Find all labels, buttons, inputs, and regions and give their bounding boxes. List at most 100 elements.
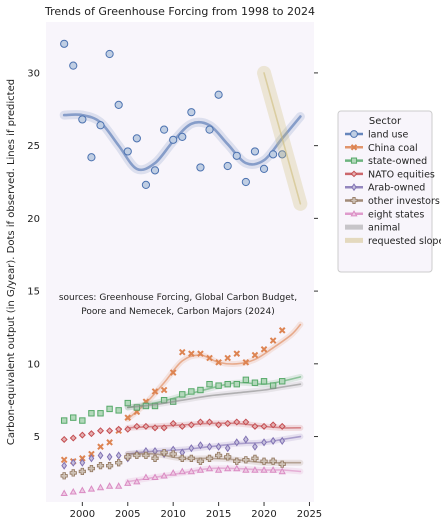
x-tick-label: 2020: [251, 509, 276, 520]
data-point: [224, 380, 231, 388]
legend: Sector land use China coal state-owned NATO…: [337, 110, 441, 273]
data-point: [233, 418, 241, 426]
legend-label: requested slope: [368, 236, 441, 247]
data-point: [106, 427, 114, 435]
data-point: [214, 466, 223, 473]
annotation-line-1: sources: Greenhouse Forcing, Global Carb…: [59, 293, 297, 303]
data-point: [188, 350, 195, 357]
legend-item: animal: [345, 223, 400, 234]
data-point: [188, 444, 195, 453]
data-point: [114, 100, 123, 110]
data-point: [260, 378, 268, 385]
data-point: [78, 115, 87, 124]
data-point: [279, 378, 286, 385]
chart-title: Trends of Greenhouse Forcing from 1998 t…: [44, 5, 315, 18]
data-point: [169, 419, 177, 427]
annotation-line-2: Poore and Nemecek, Carbon Majors (2024): [81, 307, 275, 317]
data-point: [233, 380, 240, 388]
data-point: [251, 351, 259, 359]
data-point: [169, 469, 177, 476]
data-point: [233, 457, 241, 465]
data-point: [142, 473, 150, 481]
legend-item: eight states: [345, 209, 424, 220]
legend-label: state-owned: [368, 156, 427, 167]
data-point: [261, 438, 267, 447]
y-axis: 5 10 15 20 25 30: [27, 68, 318, 443]
data-point: [224, 464, 232, 472]
legend-label: land use: [368, 130, 409, 141]
data-point: [188, 388, 195, 395]
y-tick-label: 15: [27, 287, 40, 298]
data-point: [260, 457, 268, 465]
data-point: [79, 458, 86, 467]
plot-area: [46, 22, 314, 502]
data-point: [60, 435, 68, 443]
data-point: [151, 402, 159, 410]
data-point: [260, 345, 268, 353]
trend-line: [263, 72, 302, 205]
y-tick-label: 5: [34, 432, 40, 443]
series-eight-states: [60, 464, 304, 497]
data-point: [115, 425, 123, 433]
data-point: [187, 108, 196, 117]
data-point: [70, 458, 77, 467]
data-point: [96, 483, 105, 491]
legend-label: other investors: [368, 196, 440, 207]
data-point: [206, 442, 213, 451]
legend-item: NATO equities: [345, 169, 435, 180]
data-point: [187, 454, 195, 462]
data-point: [233, 464, 241, 472]
data-point: [124, 399, 131, 407]
data-point: [178, 422, 186, 430]
data-point: [259, 164, 269, 174]
data-point: [215, 359, 222, 366]
series-nato-equities: [60, 418, 304, 443]
data-point: [205, 454, 214, 462]
data-point: [79, 455, 86, 462]
data-point: [115, 482, 123, 489]
data-point: [69, 61, 78, 70]
legend-label: animal: [368, 223, 400, 234]
data-point: [133, 451, 141, 460]
data-point: [151, 388, 159, 395]
data-point: [115, 407, 122, 414]
data-point: [69, 487, 77, 495]
legend-swatch-marker: [351, 183, 357, 192]
x-tick-label: 2015: [206, 509, 231, 520]
data-point: [215, 421, 223, 429]
y-tick-label: 20: [27, 214, 40, 225]
legend-item: requested slope: [345, 236, 441, 247]
data-point: [270, 436, 276, 445]
data-point: [60, 39, 69, 48]
data-point: [242, 466, 250, 473]
y-tick-label: 30: [27, 68, 40, 79]
data-point: [106, 439, 113, 446]
data-point: [69, 434, 77, 442]
data-point: [187, 421, 195, 429]
x-tick-label: 2005: [115, 509, 140, 520]
data-point: [160, 386, 168, 394]
data-point: [96, 462, 105, 470]
data-point: [232, 151, 241, 160]
data-point: [205, 464, 214, 472]
data-point: [88, 410, 95, 417]
data-point: [69, 469, 77, 477]
data-point: [251, 454, 259, 462]
data-point: [151, 424, 159, 432]
data-point: [278, 327, 286, 334]
data-point: [133, 477, 141, 485]
data-point: [142, 422, 150, 430]
x-tick-label: 2025: [297, 509, 322, 520]
data-point: [88, 454, 95, 463]
data-point: [196, 163, 205, 172]
data-point: [187, 467, 196, 475]
data-point: [251, 422, 259, 430]
data-point: [160, 125, 169, 134]
data-point: [133, 422, 141, 430]
data-point: [242, 376, 250, 384]
data-point: [105, 49, 114, 59]
data-point: [87, 464, 96, 473]
data-point: [106, 405, 113, 413]
data-point: [70, 414, 77, 421]
